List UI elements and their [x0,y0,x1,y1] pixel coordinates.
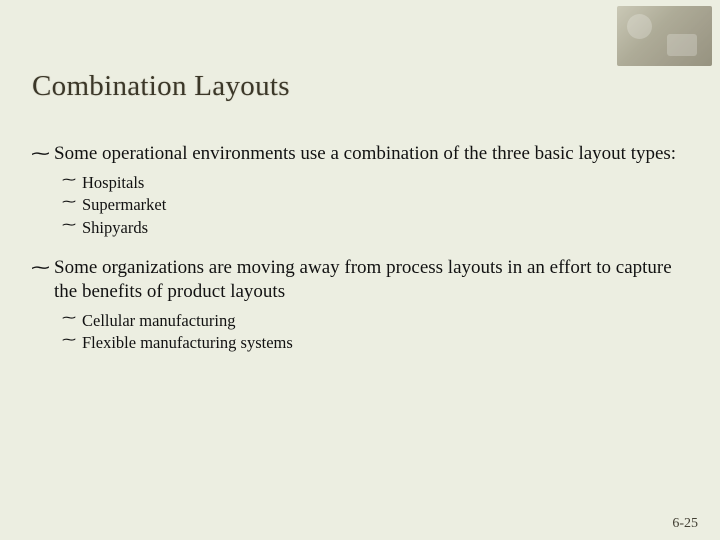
slide: Combination Layouts Some operational env… [0,0,720,540]
bullet-text: Some operational environments use a comb… [54,143,676,164]
bullet-level2: Shipyards [62,217,680,238]
bullet-text: Some organizations are moving away from … [54,257,672,302]
sub-bullet-group: Cellular manufacturing Flexible manufact… [32,310,680,353]
bullet-level1: Some operational environments use a comb… [32,142,680,166]
bullet-text: Supermarket [82,195,166,214]
bullet-level2: Supermarket [62,194,680,215]
slide-content: Some operational environments use a comb… [32,142,680,365]
sub-bullet-group: Hospitals Supermarket Shipyards [32,172,680,237]
bullet-level2: Hospitals [62,172,680,193]
bullet-level2: Flexible manufacturing systems [62,332,680,353]
slide-title: Combination Layouts [32,70,290,103]
decorative-corner-image [617,6,712,66]
bullet-text: Shipyards [82,218,148,237]
page-number: 6-25 [672,516,698,532]
bullet-text: Hospitals [82,173,144,192]
bullet-text: Cellular manufacturing [82,311,236,330]
bullet-level1: Some organizations are moving away from … [32,256,680,305]
bullet-text: Flexible manufacturing systems [82,333,293,352]
bullet-level2: Cellular manufacturing [62,310,680,331]
